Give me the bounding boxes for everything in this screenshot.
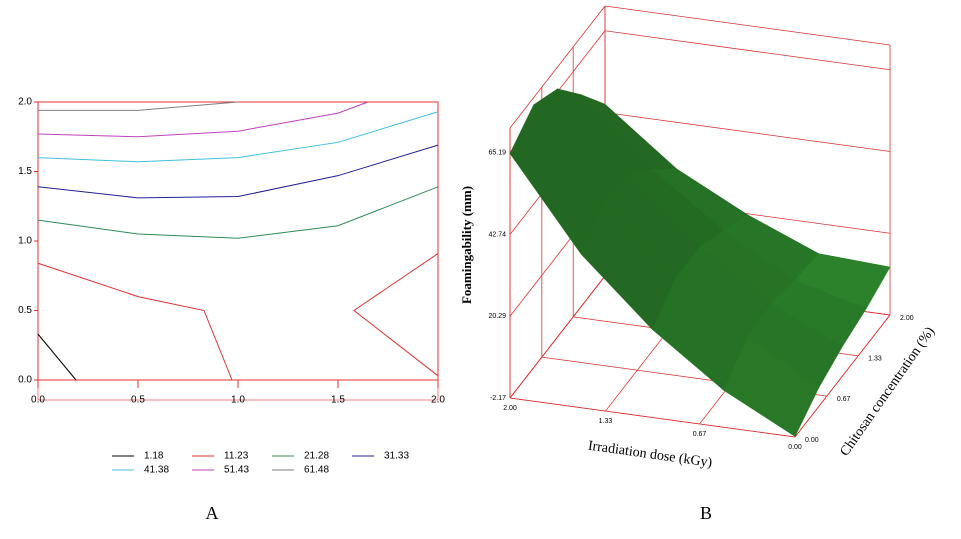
x-axis-label: Irradiation dose (kGy) (587, 439, 713, 471)
grid-line (509, 397, 796, 438)
y-tick-label: 2.00 (900, 315, 914, 322)
y-tick-label: 0.00 (805, 437, 819, 444)
x-tick-label: 0.67 (693, 431, 707, 438)
contour-line (38, 101, 239, 111)
y-tick-label: 2.0 (18, 97, 32, 108)
legend-label: 21.28 (304, 451, 329, 462)
panel-label: B (700, 503, 712, 523)
x-tick-label: 2.0 (431, 395, 445, 406)
contour-line (37, 253, 439, 381)
grid-line (604, 30, 891, 71)
legend-label: 61.48 (304, 465, 329, 476)
contour-line (37, 101, 369, 138)
y-tick-label: 0.5 (18, 305, 32, 316)
z-tick-label: 65.19 (488, 150, 506, 157)
y-tick-label: 0.67 (837, 396, 851, 403)
contour-line (37, 111, 439, 163)
box-edge (509, 5, 606, 129)
contour-line (37, 333, 77, 381)
legend-label: 1.18 (144, 451, 164, 462)
x-tick-label: 0.00 (788, 444, 802, 451)
z-tick-label: -2.17 (490, 395, 506, 402)
x-tick-label: 1.5 (331, 395, 345, 406)
contour-line (37, 186, 439, 239)
x-tick-label: 0.0 (31, 395, 45, 406)
y-tick-label: 1.5 (18, 166, 32, 177)
legend-label: 41.38 (144, 465, 169, 476)
grid-line (509, 275, 606, 399)
x-tick-label: 0.5 (131, 395, 145, 406)
grid-line (794, 314, 891, 438)
x-tick-label: 1.0 (231, 395, 245, 406)
legend-label: 11.23 (224, 451, 249, 462)
z-axis-label: Foamingability (mm) (459, 186, 474, 304)
y-axis-label: Chitosan concentration (%) (837, 324, 938, 459)
z-tick-label: 20.29 (488, 313, 506, 320)
y-tick-label: 1.0 (18, 236, 32, 247)
x-tick-label: 2.00 (503, 405, 517, 412)
contour-line (37, 144, 439, 199)
surface-cell (723, 337, 820, 437)
x-tick-label: 1.33 (599, 418, 613, 425)
z-tick-label: 42.74 (488, 231, 506, 238)
legend-label: 31.33 (384, 451, 409, 462)
y-tick-label: 1.33 (868, 356, 882, 363)
plot-frame (37, 101, 439, 381)
panel-label: A (206, 503, 219, 523)
legend-label: 51.43 (224, 465, 249, 476)
grid-line (604, 112, 891, 152)
y-tick-label: 0.0 (18, 375, 32, 386)
box-edge (604, 5, 891, 46)
